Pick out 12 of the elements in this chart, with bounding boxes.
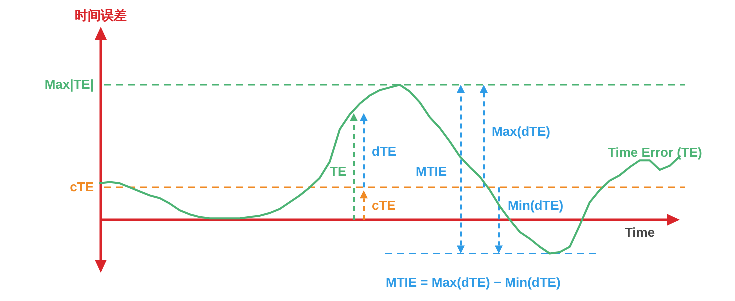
annotation: TE: [330, 164, 347, 179]
text: MTIE = Max(dTE) − Min(dTE): [386, 275, 561, 290]
x-axis-title: Time: [624, 225, 656, 240]
ref-line-label: cTE: [70, 180, 94, 195]
annotation: dTE: [372, 144, 397, 159]
annotation: Max(dTE): [492, 124, 550, 139]
annotation: cTE: [372, 198, 396, 213]
y-axis-title: 时间误差: [75, 8, 127, 23]
annotation: MTIE: [416, 164, 448, 179]
ref-line-label: Max|TE|: [44, 77, 94, 92]
series-label: Time Error (TE): [608, 145, 702, 160]
annotation: Min(dTE): [508, 198, 564, 213]
